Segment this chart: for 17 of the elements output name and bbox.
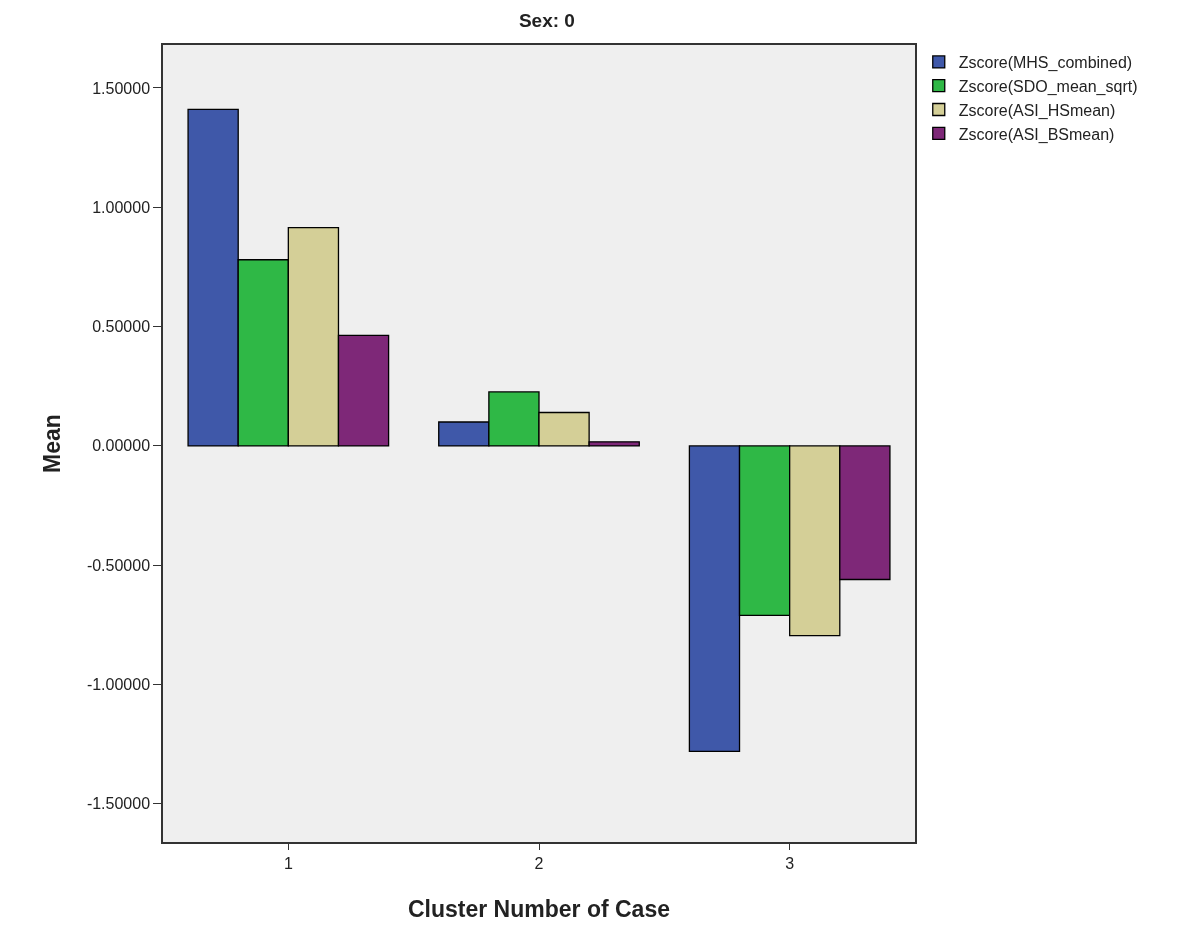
x-tick-label: 1: [283, 854, 293, 872]
y-axis-title: Mean: [38, 414, 65, 473]
legend-label: Zscore(ASI_BSmean): [958, 125, 1115, 144]
y-tick-label: -1.00000: [86, 676, 151, 694]
y-tick-label: 0.00000: [92, 437, 151, 455]
legend-label: Zscore(ASI_HSmean): [958, 101, 1116, 120]
legend-label: Zscore(MHS_combined): [958, 54, 1133, 73]
y-tick-label: 1.50000: [92, 79, 151, 97]
x-tick-label: 3: [785, 854, 795, 872]
y-tick-label: -1.50000: [86, 795, 151, 813]
legend-label: Zscore(SDO_mean_sqrt): [958, 77, 1138, 96]
y-tick-label: 1.00000: [92, 198, 151, 216]
chart-title: Sex: 0: [518, 10, 575, 32]
y-tick-label: -0.50000: [86, 556, 151, 574]
x-axis-title: Cluster Number of Case: [407, 896, 671, 923]
x-tick-label: 2: [534, 854, 544, 872]
y-tick-label: 0.50000: [92, 318, 151, 336]
